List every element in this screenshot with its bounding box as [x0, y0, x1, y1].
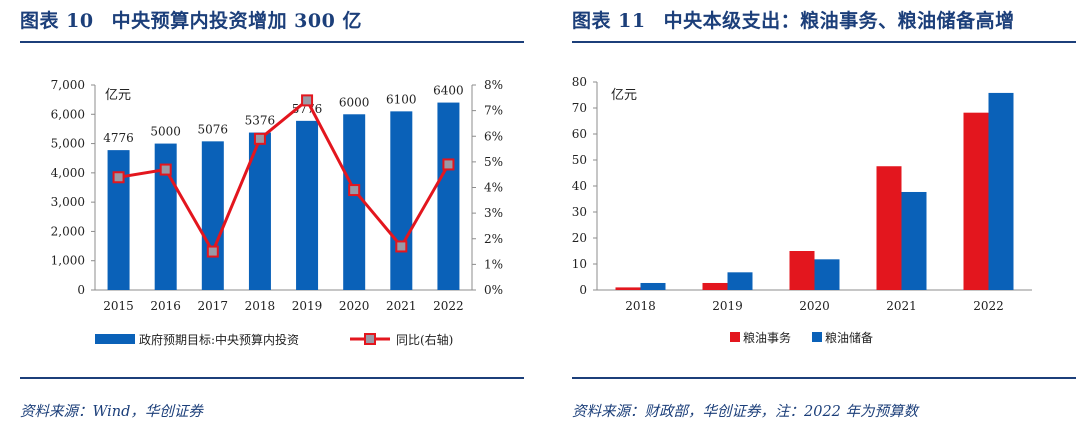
- yoy-point-marker: [159, 163, 172, 176]
- x-tick-label: 2019: [712, 299, 743, 313]
- bar-grain-oil-reserves: [640, 282, 666, 290]
- bar-grain-oil-reserves: [727, 272, 753, 290]
- bar: [248, 132, 271, 290]
- legend-swatch-marker: [364, 333, 376, 345]
- bar-value-label: 6100: [386, 92, 417, 106]
- x-tick-label: 2022: [433, 299, 464, 313]
- y-tick-label: 6,000: [51, 107, 85, 121]
- right-source-note: 资料来源：财政部，华创证券，注：2022 年为预算数: [572, 404, 919, 420]
- y2-tick-label: 0%: [484, 283, 503, 297]
- x-tick-label: 2020: [799, 299, 830, 313]
- legend-swatch-bar: [95, 334, 135, 344]
- right-figure-heading: 中央本级支出：粮油事务、粮油储备高增: [663, 10, 1015, 32]
- bar-value-label: 5376: [245, 114, 276, 128]
- left-figure-panel: 图表 10 中央预算内投资增加 300 亿 0 1,000 2,000 3,000 4,0…: [0, 0, 528, 436]
- bar: [107, 150, 130, 290]
- y-tick-label: 70: [572, 101, 587, 115]
- right-source-rule: [572, 377, 1076, 379]
- y-tick-label: 10: [572, 257, 587, 271]
- bar-grain-oil-reserves: [814, 259, 840, 290]
- legend-label-affairs: 粮油事务: [743, 330, 791, 345]
- bar: [296, 120, 319, 291]
- y2-tick-label: 8%: [484, 78, 503, 92]
- yoy-point-marker: [112, 171, 125, 184]
- bar-value-label: 4776: [103, 131, 134, 145]
- x-tick-label: 2018: [625, 299, 656, 313]
- bar-value-label: 6000: [339, 95, 370, 109]
- bar: [390, 111, 413, 290]
- yoy-point-marker: [206, 245, 219, 258]
- yoy-point-marker: [253, 132, 266, 145]
- bar: [437, 102, 460, 290]
- legend-swatch-affairs: [730, 332, 740, 342]
- x-tick-label: 2016: [150, 299, 181, 313]
- bar-grain-oil-reserves: [988, 92, 1014, 290]
- y-tick-label: 20: [572, 231, 587, 245]
- y2-tick-label: 3%: [484, 206, 503, 220]
- x-tick-label: 2021: [386, 299, 417, 313]
- x-tick-label: 2022: [973, 299, 1004, 313]
- right-title-rule: [572, 41, 1076, 43]
- bar-value-label: 6400: [433, 84, 464, 98]
- yoy-point-marker: [348, 184, 361, 197]
- bar: [201, 141, 224, 290]
- bar-grain-oil-affairs: [615, 287, 641, 290]
- x-tick-label: 2020: [339, 299, 370, 313]
- unit-label: 亿元: [105, 88, 131, 103]
- legend-label-reserves: 粮油储备: [825, 330, 873, 345]
- y2-tick-label: 1%: [484, 257, 503, 271]
- left-chart: 0 1,000 2,000 3,000 4,000 5,000 6,000 7,000 0% 1%…: [51, 78, 503, 347]
- y-tick-label: 7,000: [51, 78, 85, 92]
- bar-grain-oil-affairs: [702, 282, 728, 290]
- legend-label-line: 同比(右轴): [396, 332, 453, 347]
- x-tick-label: 2017: [198, 299, 229, 313]
- y-tick-label: 4,000: [51, 166, 85, 180]
- y-tick-label: 60: [572, 127, 587, 141]
- y-tick-label: 5,000: [51, 137, 85, 151]
- left-figure-title: 图表 10 中央预算内投资增加 300 亿: [20, 6, 380, 33]
- bar-value-label: 5000: [150, 125, 181, 139]
- yoy-point-marker: [301, 94, 314, 107]
- unit-label: 亿元: [611, 88, 637, 103]
- left-source-note: 资料来源：Wind，华创证券: [20, 404, 203, 420]
- y2-tick-label: 7%: [484, 104, 503, 118]
- legend-swatch-reserves: [812, 332, 822, 342]
- legend-label-bar: 政府预期目标:中央预算内投资: [139, 332, 299, 347]
- yoy-point-marker: [442, 158, 455, 171]
- bar-grain-oil-affairs: [963, 112, 989, 291]
- y-tick-label: 3,000: [51, 195, 85, 209]
- y-tick-label: 40: [572, 179, 587, 193]
- yoy-line: [118, 98, 450, 255]
- y2-tick-label: 4%: [484, 181, 503, 195]
- bar: [343, 114, 366, 291]
- bar-grain-oil-affairs: [876, 166, 902, 290]
- y2-tick-label: 5%: [484, 155, 503, 169]
- bar-grain-oil-reserves: [901, 191, 927, 290]
- right-figure-panel: 图表 11 中央本级支出：粮油事务、粮油储备高增 0 10 20 30 40 50 60 70 8…: [552, 0, 1080, 436]
- y-tick-label: 0: [579, 283, 587, 297]
- bar-value-label: 5076: [198, 122, 229, 136]
- y-tick-label: 80: [572, 75, 587, 89]
- y2-tick-label: 6%: [484, 129, 503, 143]
- right-figure-title: 图表 11 中央本级支出：粮油事务、粮油储备高增: [572, 6, 1033, 33]
- y-tick-label: 2,000: [51, 224, 85, 238]
- x-tick-label: 2021: [886, 299, 917, 313]
- left-figure-number: 图表 10: [20, 10, 94, 32]
- x-tick-label: 2018: [245, 299, 276, 313]
- right-figure-number: 图表 11: [572, 10, 646, 32]
- y-tick-label: 0: [77, 283, 85, 297]
- left-source-rule: [20, 377, 524, 379]
- y-tick-label: 1,000: [51, 254, 85, 268]
- right-chart: 0 10 20 30 40 50 60 70 80 亿元 2018 2019 2020 2021 2022 粮…: [572, 75, 1032, 345]
- left-figure-heading: 中央预算内投资增加 300 亿: [111, 10, 362, 32]
- y-tick-label: 30: [572, 205, 587, 219]
- y2-tick-label: 2%: [484, 232, 503, 246]
- bar-grain-oil-affairs: [789, 251, 815, 290]
- x-tick-label: 2015: [103, 299, 134, 313]
- x-tick-label: 2019: [292, 299, 323, 313]
- y-tick-label: 50: [572, 153, 587, 167]
- left-title-rule: [20, 41, 524, 43]
- yoy-point-marker: [395, 240, 408, 253]
